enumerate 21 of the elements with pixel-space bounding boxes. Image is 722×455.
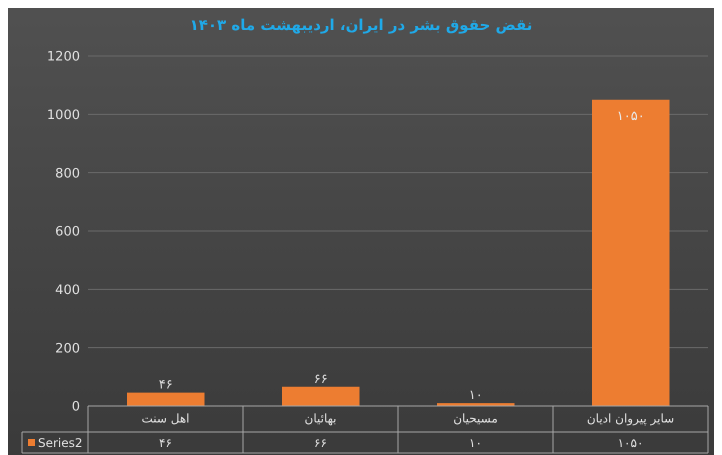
y-tick-label: 1000 [46,108,80,123]
text: ۴۶ [158,378,173,393]
data-label: ۱۰۵۰ [618,436,644,450]
data-label: ۱۰ [469,436,482,450]
y-tick-label: 1200 [46,50,80,65]
text: ۶۶ [314,372,328,387]
x-tick-label: اهل سنت [141,412,190,426]
x-tick-label: بهائیان [304,412,336,426]
x-tick-label: سایر پیروان ادیان [586,412,674,426]
x-tick-label: مسیحیان [453,412,498,426]
data-label: ۶۶ [314,436,327,450]
y-tick-label: 200 [55,341,80,356]
legend-label: Series2 [38,436,83,450]
data-label: ۴۶ [159,436,172,450]
text: ۱۰ [468,388,483,404]
y-tick-label: 800 [55,166,80,182]
chart-title: نقض حقوق بشر در ایران، اردیبهشت ماه ۱۴۰۳ [188,16,534,34]
y-tick-label: 0 [72,400,80,415]
y-tick-label: 400 [55,282,80,298]
y-tick-label: 600 [55,224,80,240]
text: ۱۰۵۰ [616,108,645,124]
